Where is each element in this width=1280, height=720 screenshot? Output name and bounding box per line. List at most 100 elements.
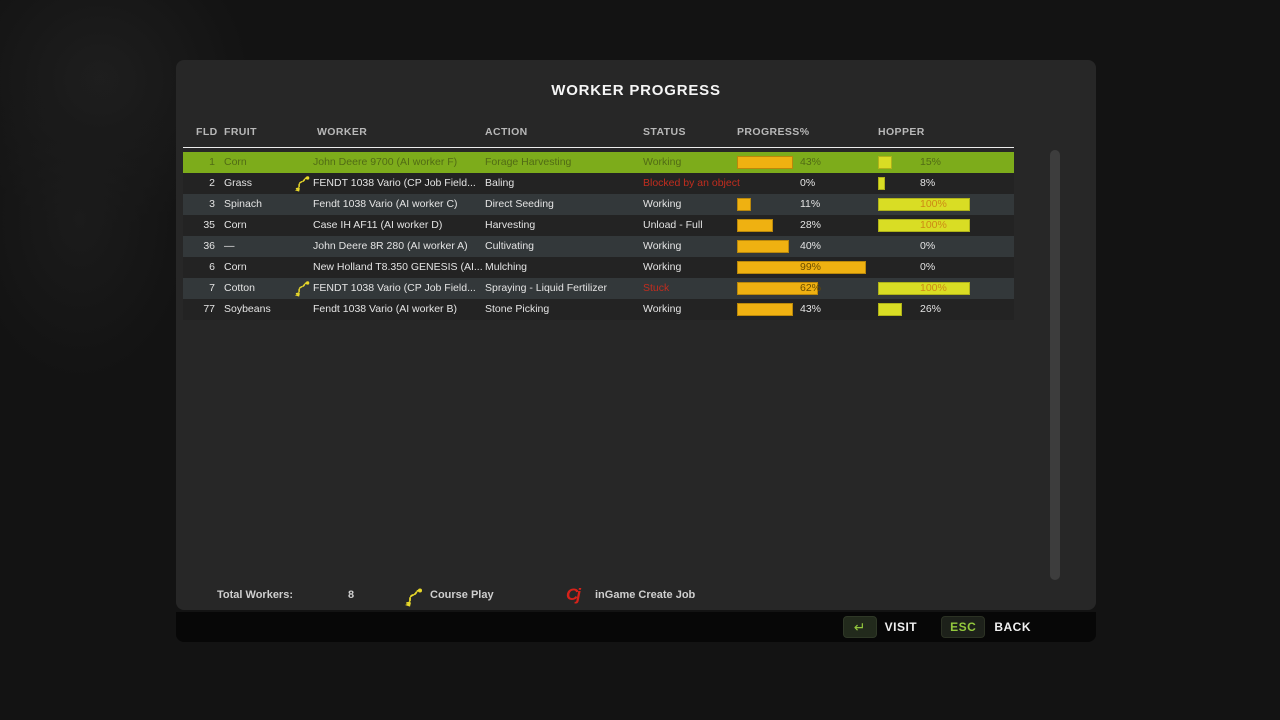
fruit-name: Cotton bbox=[224, 282, 255, 294]
column-header-action: ACTION bbox=[485, 126, 528, 138]
progress-bar bbox=[737, 282, 818, 295]
progress-label: 62% bbox=[800, 282, 822, 294]
progress-label: 43% bbox=[800, 156, 822, 168]
fruit-name: Corn bbox=[224, 261, 247, 273]
hopper-label: 100% bbox=[920, 282, 947, 294]
hopper-bar bbox=[878, 219, 970, 232]
hopper-bar bbox=[878, 303, 902, 316]
hopper-label: 100% bbox=[920, 198, 947, 210]
field-number: 7 bbox=[209, 282, 215, 294]
action-name: Spraying - Liquid Fertilizer bbox=[485, 282, 607, 294]
total-workers-value: 8 bbox=[348, 589, 355, 601]
hopper-label: 8% bbox=[920, 177, 936, 189]
progress-bar bbox=[737, 198, 751, 211]
hopper-bar bbox=[878, 156, 892, 169]
header-divider bbox=[183, 147, 1014, 148]
worker-name: Fendt 1038 Vario (AI worker C) bbox=[313, 198, 458, 210]
status-text: Working bbox=[643, 240, 682, 252]
visit-button[interactable]: ↵ bbox=[842, 616, 877, 638]
progress-label: 11% bbox=[800, 198, 821, 210]
scrollbar-track[interactable] bbox=[1050, 150, 1060, 580]
fruit-name: Corn bbox=[224, 156, 247, 168]
worker-progress-panel: WORKER PROGRESS FLD FRUIT WORKER ACTION … bbox=[176, 60, 1096, 610]
worker-name: Fendt 1038 Vario (AI worker B) bbox=[313, 303, 457, 315]
table-row[interactable]: 3 Spinach Fendt 1038 Vario (AI worker C) Di… bbox=[183, 194, 1014, 215]
table-row[interactable]: 35 Corn Case IH AF11 (AI worker D) Harvesti… bbox=[183, 215, 1014, 236]
action-name: Stone Picking bbox=[485, 303, 550, 315]
column-header-fld: FLD bbox=[196, 126, 218, 138]
hopper-bar bbox=[878, 198, 970, 211]
background-blob bbox=[0, 60, 190, 380]
hopper-bar bbox=[878, 282, 970, 295]
back-label: BACK bbox=[994, 620, 1031, 634]
table-row[interactable]: 77 Soybeans Fendt 1038 Vario (AI worker B)… bbox=[183, 299, 1014, 320]
worker-name: FENDT 1038 Vario (CP Job Field... bbox=[313, 282, 476, 294]
progress-bar bbox=[737, 261, 866, 274]
field-number: 77 bbox=[203, 303, 215, 315]
fruit-name: — bbox=[224, 240, 235, 252]
worker-table-body: 1 Corn John Deere 9700 (AI worker F) Forage… bbox=[183, 152, 1014, 320]
ingame-create-job-label: inGame Create Job bbox=[595, 589, 696, 601]
worker-name: John Deere 8R 280 (AI worker A) bbox=[313, 240, 468, 252]
page-title: WORKER PROGRESS bbox=[551, 82, 721, 99]
column-header-progress: PROGRESS% bbox=[737, 126, 810, 138]
field-number: 35 bbox=[203, 219, 215, 231]
fruit-name: Grass bbox=[224, 177, 253, 189]
worker-name: New Holland T8.350 GENESIS (AI... bbox=[313, 261, 483, 273]
fruit-name: Spinach bbox=[224, 198, 262, 210]
hopper-bar bbox=[878, 177, 885, 190]
field-number: 1 bbox=[209, 156, 215, 168]
status-text: Working bbox=[643, 261, 682, 273]
courseplay-icon bbox=[294, 175, 311, 192]
status-text: Working bbox=[643, 198, 682, 210]
column-header-status: STATUS bbox=[643, 126, 686, 138]
table-row[interactable]: 6 Corn New Holland T8.350 GENESIS (AI... Mu… bbox=[183, 257, 1014, 278]
total-workers-label: Total Workers: bbox=[217, 589, 293, 601]
field-number: 2 bbox=[209, 177, 215, 189]
courseplay-icon bbox=[404, 587, 424, 607]
table-row[interactable]: 1 Corn John Deere 9700 (AI worker F) Forage… bbox=[183, 152, 1014, 173]
ingame-create-job-icon: Cj bbox=[566, 585, 581, 604]
worker-name: John Deere 9700 (AI worker F) bbox=[313, 156, 458, 168]
hopper-label: 100% bbox=[920, 219, 947, 231]
hopper-label: 0% bbox=[920, 261, 936, 273]
field-number: 3 bbox=[209, 198, 215, 210]
scrollbar-thumb[interactable] bbox=[1050, 150, 1060, 580]
progress-bar bbox=[737, 240, 789, 253]
fruit-name: Corn bbox=[224, 219, 247, 231]
progress-label: 40% bbox=[800, 240, 822, 252]
action-name: Cultivating bbox=[485, 240, 535, 252]
action-name: Harvesting bbox=[485, 219, 536, 231]
fruit-name: Soybeans bbox=[224, 303, 271, 315]
action-name: Forage Harvesting bbox=[485, 156, 572, 168]
worker-name: Case IH AF11 (AI worker D) bbox=[313, 219, 443, 231]
field-number: 36 bbox=[203, 240, 215, 252]
action-name: Direct Seeding bbox=[485, 198, 554, 210]
hopper-label: 15% bbox=[920, 156, 942, 168]
progress-bar bbox=[737, 303, 793, 316]
hopper-label: 0% bbox=[920, 240, 936, 252]
field-number: 6 bbox=[209, 261, 215, 273]
status-text: Stuck bbox=[643, 282, 670, 294]
progress-label: 28% bbox=[800, 219, 822, 231]
table-row[interactable]: 7 Cotton FENDT 1038 Vario (CP Job Field...… bbox=[183, 278, 1014, 299]
progress-bar bbox=[737, 156, 793, 169]
column-header-fruit: FRUIT bbox=[224, 126, 257, 138]
table-row[interactable]: 36 — John Deere 8R 280 (AI worker A) Cultiv… bbox=[183, 236, 1014, 257]
worker-name: FENDT 1038 Vario (CP Job Field... bbox=[313, 177, 476, 189]
status-text: Working bbox=[643, 156, 682, 168]
progress-label: 0% bbox=[800, 177, 816, 189]
progress-label: 99% bbox=[800, 261, 822, 273]
esc-key-label: ESC bbox=[950, 620, 977, 634]
progress-label: 43% bbox=[800, 303, 822, 315]
return-key-icon: ↵ bbox=[853, 619, 866, 635]
column-header-hopper: HOPPER bbox=[878, 126, 925, 138]
status-text: Unload - Full bbox=[643, 219, 703, 231]
hopper-label: 26% bbox=[920, 303, 942, 315]
back-button[interactable]: ESC bbox=[941, 616, 986, 638]
action-name: Mulching bbox=[485, 261, 528, 273]
visit-label: VISIT bbox=[884, 620, 918, 634]
courseplay-icon bbox=[294, 280, 311, 297]
action-name: Baling bbox=[485, 177, 515, 189]
table-row[interactable]: 2 Grass FENDT 1038 Vario (CP Job Field... B… bbox=[183, 173, 1014, 194]
